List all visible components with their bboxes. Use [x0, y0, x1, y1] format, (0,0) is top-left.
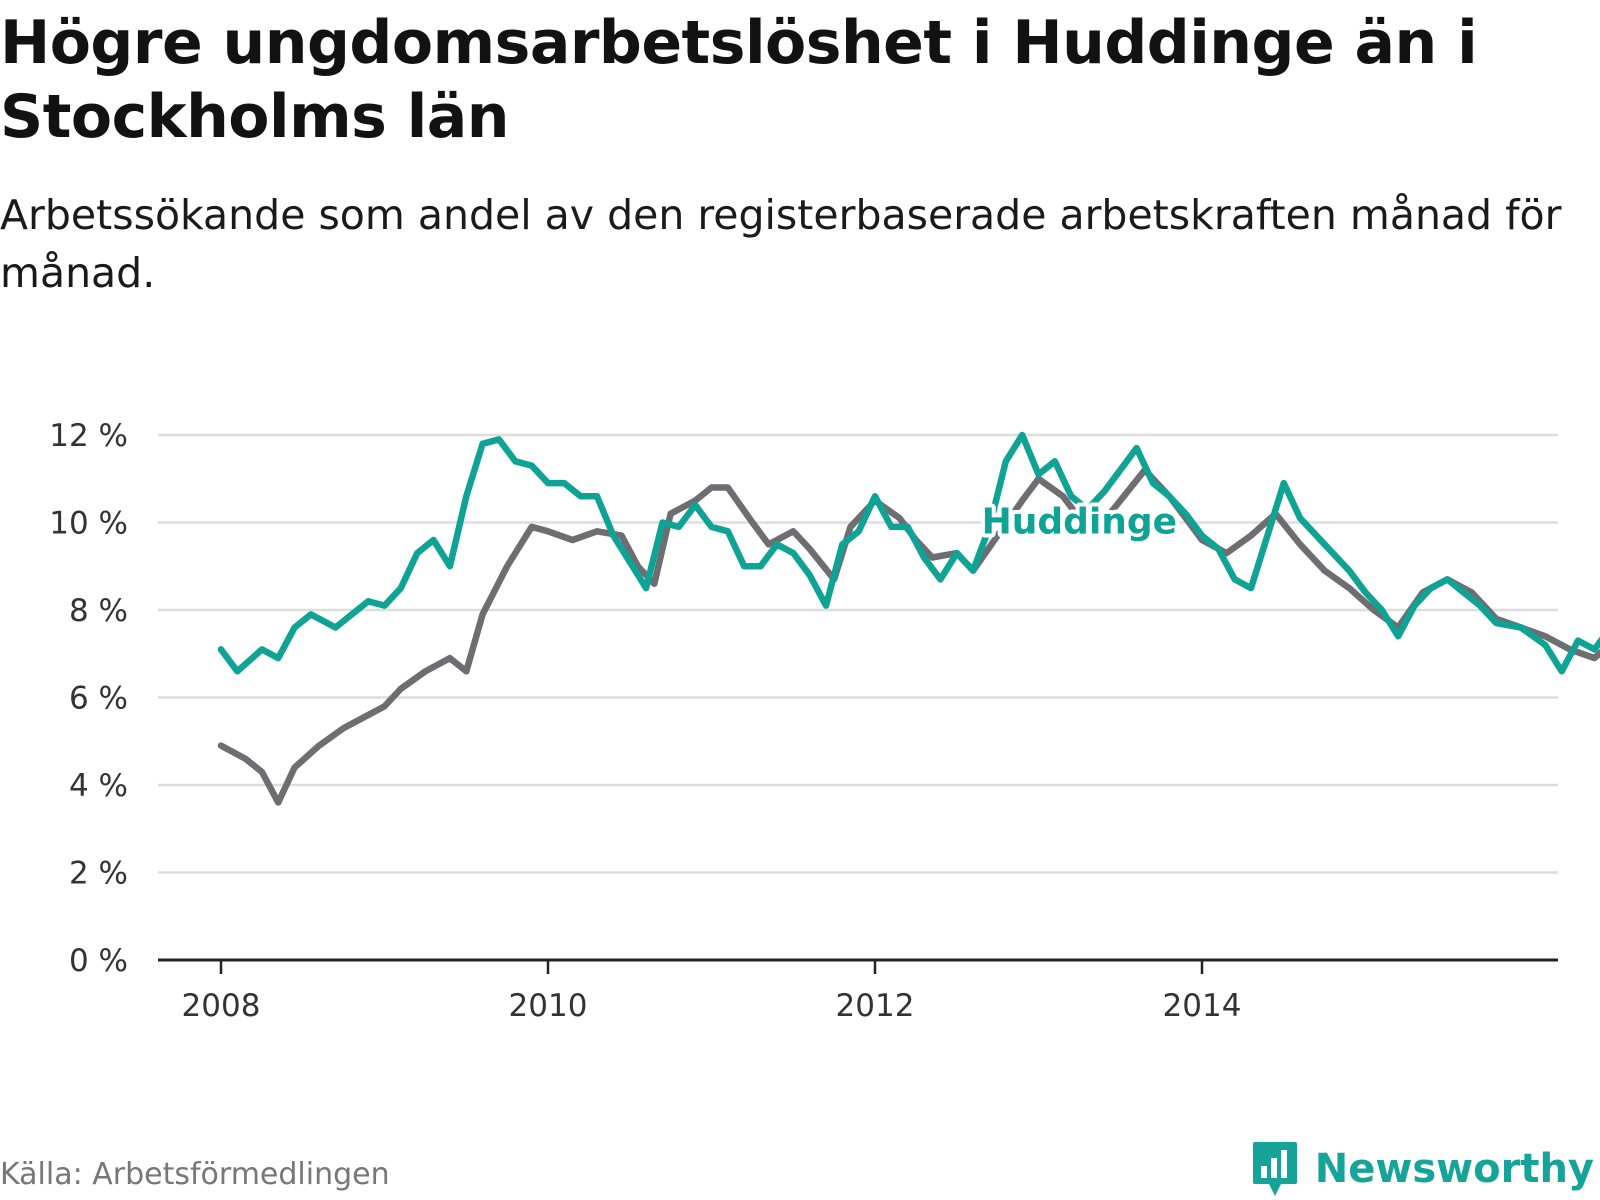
y-tick-label: 2 %: [69, 856, 128, 892]
gridlines: [158, 433, 1558, 962]
y-tick-label: 0 %: [69, 943, 128, 979]
source-note: Källa: Arbetsförmedlingen: [0, 1157, 390, 1192]
huddinge-series-label: Huddinge: [982, 502, 1177, 543]
chart-subtitle: Arbetssökande som andel av den registerb…: [0, 191, 1562, 297]
chart-title: Högre ungdomsarbetslöshet i Huddinge än …: [0, 8, 1478, 152]
x-tick-label: 2010: [509, 988, 588, 1024]
y-axis-ticks: 0 % 2 % 4 % 6 % 8 % 10 % 12 %: [49, 418, 128, 979]
y-tick-label: 6 %: [69, 681, 128, 717]
huddinge-series-line: [217, 431, 1600, 675]
x-tick-label: 2008: [182, 988, 261, 1024]
brand-logo: Newsworthy: [1251, 1140, 1594, 1198]
x-tick-label: 2014: [1163, 988, 1242, 1024]
newsworthy-logo-icon: [1252, 1142, 1297, 1196]
y-tick-label: 10 %: [49, 506, 128, 542]
y-tick-label: 4 %: [69, 768, 128, 804]
x-tick-label: 2012: [836, 988, 915, 1024]
y-tick-label: 8 %: [69, 593, 128, 629]
stockholms-lan-series-line: [217, 466, 1600, 806]
series-lines: [217, 431, 1600, 806]
line-chart: 0 % 2 % 4 % 6 % 8 % 10 % 12 % 2008 2010 2012 2014…: [49, 418, 1600, 1024]
series-labels: 7,3 %7 %HuddingeStockholms län: [978, 498, 1181, 547]
brand-name: Newsworthy: [1314, 1146, 1594, 1192]
x-axis-ticks: 20082010201220142017201920212023: [182, 960, 1242, 1024]
y-tick-label: 12 %: [49, 418, 128, 454]
